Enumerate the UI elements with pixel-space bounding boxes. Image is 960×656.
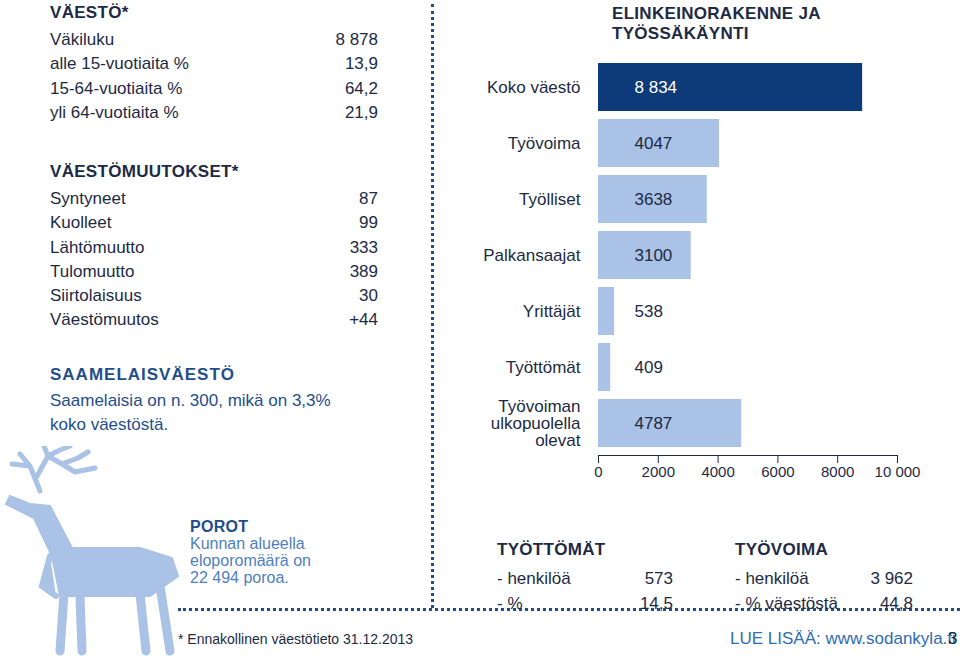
svg-text:4000: 4000 (701, 463, 734, 480)
svg-text:Työvoimanulkopuolellaolevat: Työvoimanulkopuolellaolevat (491, 397, 581, 450)
html-text:Kunnan alueella: Kunnan alueella (190, 535, 305, 552)
html-text:3 962: 3 962 (870, 569, 913, 588)
html-text:30: 30 (359, 286, 378, 306)
html-text:333: 333 (349, 237, 378, 257)
html-text:Väestömuutos: Väestömuutos (50, 310, 159, 330)
svg-text:4047: 4047 (635, 134, 673, 153)
html-text:99: 99 (359, 213, 378, 233)
html-text:15-64-vuotiaita %: 15-64-vuotiaita % (50, 78, 183, 98)
html-text:Lähtömuutto: Lähtömuutto (50, 237, 145, 257)
html-text:VÄESTÖMUUTOKSET*: VÄESTÖMUUTOKSET* (50, 162, 239, 181)
svg-text:Työlliset: Työlliset (519, 190, 581, 209)
html-text:eloporomäärä on: eloporomäärä on (190, 552, 311, 569)
html-text:13,9: 13,9 (344, 54, 378, 74)
html-text:22 494 poroa.: 22 494 poroa. (190, 569, 289, 586)
html-text:* Ennakollinen väestötieto 31.: * Ennakollinen väestötieto 31.12.2013 (178, 631, 414, 647)
html-text:POROT: POROT (190, 518, 249, 535)
html-text:TYÖVOIMA: TYÖVOIMA (735, 540, 829, 559)
svg-text:8000: 8000 (821, 463, 854, 480)
html-text:koko väestöstä.: koko väestöstä. (50, 415, 169, 434)
html-text:87: 87 (359, 189, 378, 208)
html-text:SAAMELAISVÄESTÖ: SAAMELAISVÄESTÖ (50, 365, 235, 384)
html-text:yli 64-vuotiaita %: yli 64-vuotiaita % (50, 102, 179, 122)
svg-text:Palkansaajat: Palkansaajat (483, 246, 581, 265)
html-text:21,9: 21,9 (344, 102, 378, 122)
html-text:VÄESTÖ*: VÄESTÖ* (50, 3, 129, 22)
html-text:Syntyneet: Syntyneet (50, 189, 126, 208)
html-text:Kuolleet: Kuolleet (50, 213, 112, 233)
html-text:Väkiluku: Väkiluku (50, 30, 115, 49)
html-text:ELINKEINORAKENNE JA TYÖSSÄKÄYN: ELINKEINORAKENNE JA TYÖSSÄKÄYNTI (612, 4, 821, 43)
html-text:- henkilöä: - henkilöä (497, 569, 571, 588)
svg-text:3638: 3638 (635, 190, 673, 209)
svg-text:0: 0 (594, 463, 602, 480)
svg-text:Koko väestö: Koko väestö (487, 78, 581, 97)
svg-text:8 834: 8 834 (635, 78, 678, 97)
html-text:573: 573 (644, 569, 673, 588)
svg-text:10 000: 10 000 (875, 463, 921, 480)
svg-text:4787: 4787 (635, 414, 673, 433)
html-text:8 878: 8 878 (335, 30, 378, 49)
html-text:- henkilöä: - henkilöä (735, 569, 809, 588)
svg-text:6000: 6000 (761, 463, 794, 480)
html-text:14,5: 14,5 (639, 594, 673, 613)
html-text:alle 15-vuotiaita %: alle 15-vuotiaita % (50, 54, 189, 74)
html-text:Tulomuutto: Tulomuutto (50, 261, 135, 281)
html-text:3: 3 (948, 629, 958, 648)
html-text:389: 389 (349, 261, 378, 281)
svg-text:3100: 3100 (635, 246, 673, 265)
svg-text:409: 409 (635, 358, 663, 377)
svg-text:Yrittäjät: Yrittäjät (523, 302, 581, 321)
svg-text:Työttömät: Työttömät (506, 358, 581, 377)
html-text:+44: +44 (349, 310, 378, 330)
html-text:Saamelaisia on n. 300, mikä on: Saamelaisia on n. 300, mikä on 3,3% (50, 391, 331, 410)
html-text:TYÖTTÖMÄT: TYÖTTÖMÄT (497, 540, 606, 559)
svg-text:Työvoima: Työvoima (508, 134, 581, 153)
svg-text:2000: 2000 (642, 463, 675, 480)
html-text:44,8: 44,8 (879, 594, 913, 613)
html-text:Siirtolaisuus: Siirtolaisuus (50, 286, 142, 306)
svg-text:538: 538 (635, 302, 663, 321)
html-text:- % väestöstä: - % väestöstä (735, 594, 838, 613)
html-text:64,2: 64,2 (344, 78, 378, 98)
html-text:LUE LISÄÄ: www.sodankyla.fi: LUE LISÄÄ: www.sodankyla.fi (730, 629, 956, 648)
